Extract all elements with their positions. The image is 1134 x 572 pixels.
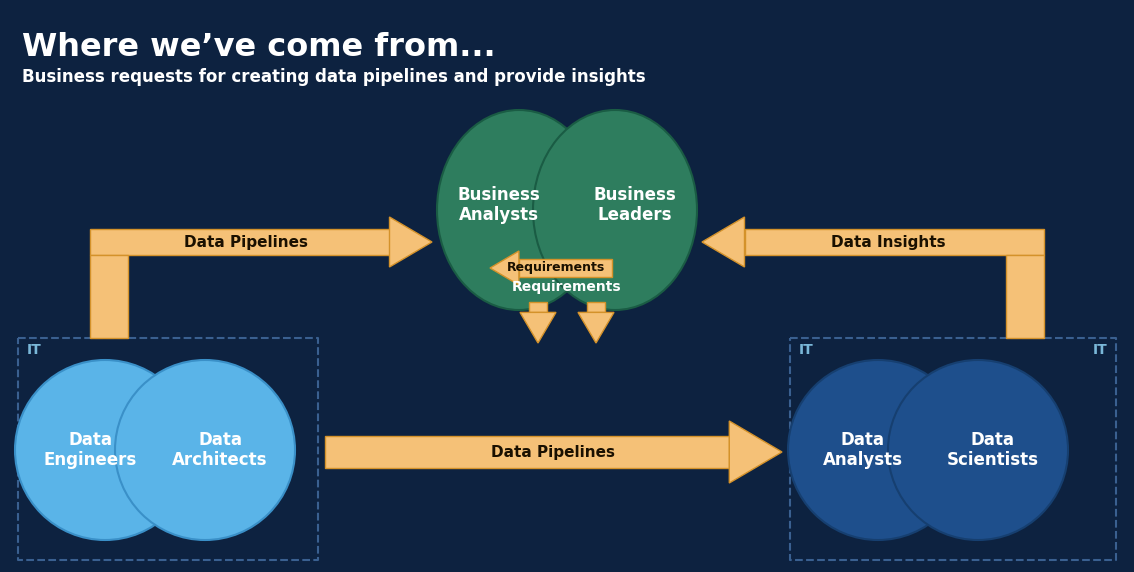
Text: IT: IT	[799, 343, 814, 357]
Bar	[325, 436, 729, 468]
Bar	[1006, 255, 1044, 338]
Polygon shape	[578, 312, 613, 343]
Text: Data
Scientists: Data Scientists	[947, 431, 1039, 470]
Text: Data
Architects: Data Architects	[172, 431, 268, 470]
Text: Business
Analysts: Business Analysts	[458, 185, 541, 224]
Ellipse shape	[888, 360, 1068, 540]
Text: Requirements: Requirements	[513, 280, 621, 294]
Ellipse shape	[533, 110, 697, 310]
Polygon shape	[490, 251, 519, 285]
Bar	[745, 229, 1044, 255]
Polygon shape	[702, 217, 745, 267]
Text: Data
Engineers: Data Engineers	[43, 431, 136, 470]
Text: IT: IT	[27, 343, 42, 357]
Ellipse shape	[437, 110, 601, 310]
Polygon shape	[729, 421, 782, 483]
Bar	[90, 229, 389, 255]
Ellipse shape	[115, 360, 295, 540]
Text: IT: IT	[1092, 343, 1107, 357]
Text: Data
Analysts: Data Analysts	[823, 431, 903, 470]
Text: Data Insights: Data Insights	[831, 235, 946, 249]
Text: Where we’ve come from...: Where we’ve come from...	[22, 32, 496, 63]
Bar	[519, 259, 612, 277]
Text: Requirements: Requirements	[507, 261, 606, 275]
Bar	[90, 255, 128, 338]
Text: Business
Leaders: Business Leaders	[593, 185, 676, 224]
Bar	[790, 338, 1116, 560]
Polygon shape	[521, 312, 556, 343]
Bar	[18, 338, 318, 560]
Ellipse shape	[788, 360, 968, 540]
Text: Business requests for creating data pipelines and provide insights: Business requests for creating data pipe…	[22, 68, 645, 86]
Polygon shape	[389, 217, 432, 267]
Text: Data Pipelines: Data Pipelines	[184, 235, 308, 249]
Bar	[586, 302, 606, 312]
Text: Data Pipelines: Data Pipelines	[491, 444, 615, 459]
Bar	[528, 302, 548, 312]
Ellipse shape	[15, 360, 195, 540]
